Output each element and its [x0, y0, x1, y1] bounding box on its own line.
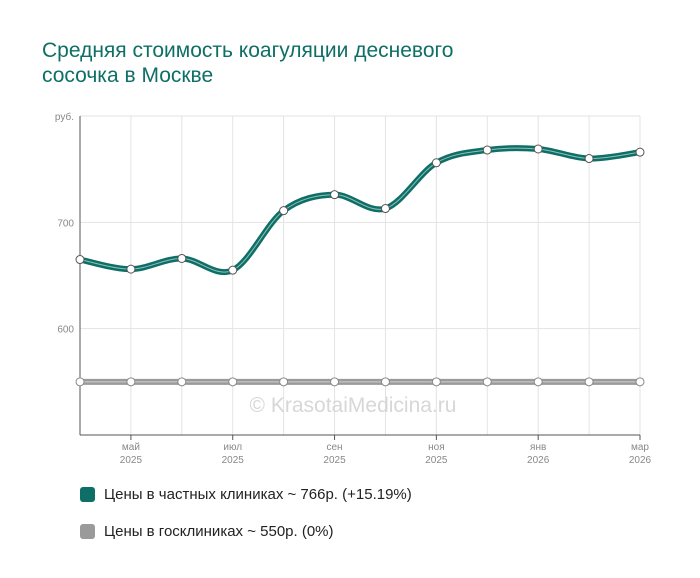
x-tick-label-month: июл [223, 442, 242, 453]
data-point-private [533, 144, 543, 154]
x-tick-label-year: 2025 [425, 455, 448, 466]
x-tick-label-year: 2025 [120, 455, 143, 466]
legend-swatch-private [80, 486, 95, 502]
data-point-private [431, 158, 441, 168]
chart-title-line-2: сосочка в Москве [42, 64, 214, 87]
data-point-public [482, 377, 492, 387]
data-point-private [330, 190, 340, 200]
data-point-public [126, 377, 136, 387]
data-point-private [177, 253, 187, 263]
data-point-public [177, 377, 187, 387]
legend: Цены в частных клиниках ~ 766р. (+15.19%… [80, 484, 412, 558]
x-tick-label-year: 2025 [323, 455, 346, 466]
x-tick-label-year: 2026 [629, 455, 652, 466]
watermark: © KrasotaiMedicina.ru [250, 394, 457, 417]
data-point-public [228, 377, 238, 387]
data-point-public [635, 377, 645, 387]
data-point-private [75, 255, 85, 265]
data-point-private [635, 147, 645, 157]
x-tick-label-month: янв [530, 442, 546, 453]
chart-title: Средняя стоимость коагуляции десневого с… [42, 38, 562, 88]
data-point-public [330, 377, 340, 387]
series-line-private [77, 145, 643, 275]
x-tick-label-year: 2025 [222, 455, 245, 466]
data-point-public [431, 377, 441, 387]
data-point-public [533, 377, 543, 387]
legend-item-private[interactable]: Цены в частных клиниках ~ 766р. (+15.19%… [80, 484, 412, 504]
tick-labels: 600 700 руб. май 2025 июл 2025 сен 2025 ноя 2025 ян… [55, 111, 652, 466]
legend-item-public[interactable]: Цены в госклиниках ~ 550р. (0%) [80, 521, 412, 541]
y-tick-label: 600 [57, 325, 74, 336]
data-point-public [75, 377, 85, 387]
data-point-private [380, 204, 390, 214]
data-point-private [482, 145, 492, 155]
x-tick-label-month: мар [631, 442, 649, 453]
data-point-private [126, 264, 136, 274]
series-layer [75, 144, 645, 387]
y-axis-label: руб. [55, 111, 74, 123]
x-tick-label-month: сен [326, 442, 342, 453]
data-point-private [584, 154, 594, 164]
data-point-private [228, 265, 238, 275]
series-line-highlight [79, 147, 641, 273]
x-tick-label-year: 2026 [527, 455, 550, 466]
grid [79, 115, 641, 435]
axes [79, 116, 641, 440]
x-tick-label-month: ноя [428, 442, 445, 453]
chart-title-line-1: Средняя стоимость коагуляции десневого [42, 39, 454, 62]
y-tick-label: 700 [57, 218, 74, 229]
legend-label-public: Цены в госклиниках ~ 550р. (0%) [104, 522, 334, 540]
legend-label-private: Цены в частных клиниках ~ 766р. (+15.19%… [104, 485, 412, 503]
x-tick-label-month: май [122, 442, 140, 453]
data-point-private [279, 206, 289, 216]
legend-swatch-public [80, 523, 95, 539]
data-point-public [279, 377, 289, 387]
data-point-public [380, 377, 390, 387]
data-point-public [584, 377, 594, 387]
